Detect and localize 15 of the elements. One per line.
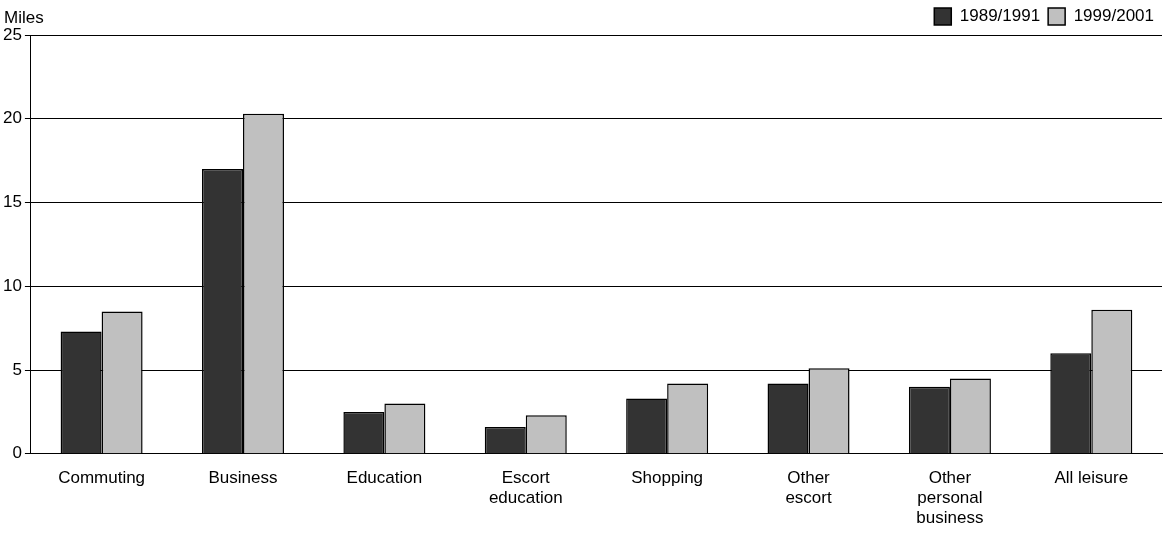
x-tick-label: Other escort bbox=[785, 467, 832, 508]
y-tick-label: 20 bbox=[2, 108, 22, 128]
y-tick-label: 5 bbox=[12, 359, 22, 379]
x-tick-label: Business bbox=[208, 467, 278, 487]
x-tick-label: Education bbox=[346, 467, 423, 487]
x-tick-label: Escort education bbox=[488, 467, 563, 508]
y-tick-label: 15 bbox=[2, 192, 22, 212]
x-tick-label: Other personal business bbox=[916, 467, 984, 528]
legend-label: 1989/1991 bbox=[959, 6, 1041, 26]
x-tick-label: Shopping bbox=[631, 467, 704, 487]
legend-label: 1999/2001 bbox=[1073, 6, 1155, 26]
y-tick-label: 10 bbox=[2, 275, 22, 295]
y-tick-label: 0 bbox=[12, 443, 22, 463]
x-tick-label: All leisure bbox=[1054, 467, 1129, 487]
x-tick-label: Commuting bbox=[58, 467, 146, 487]
